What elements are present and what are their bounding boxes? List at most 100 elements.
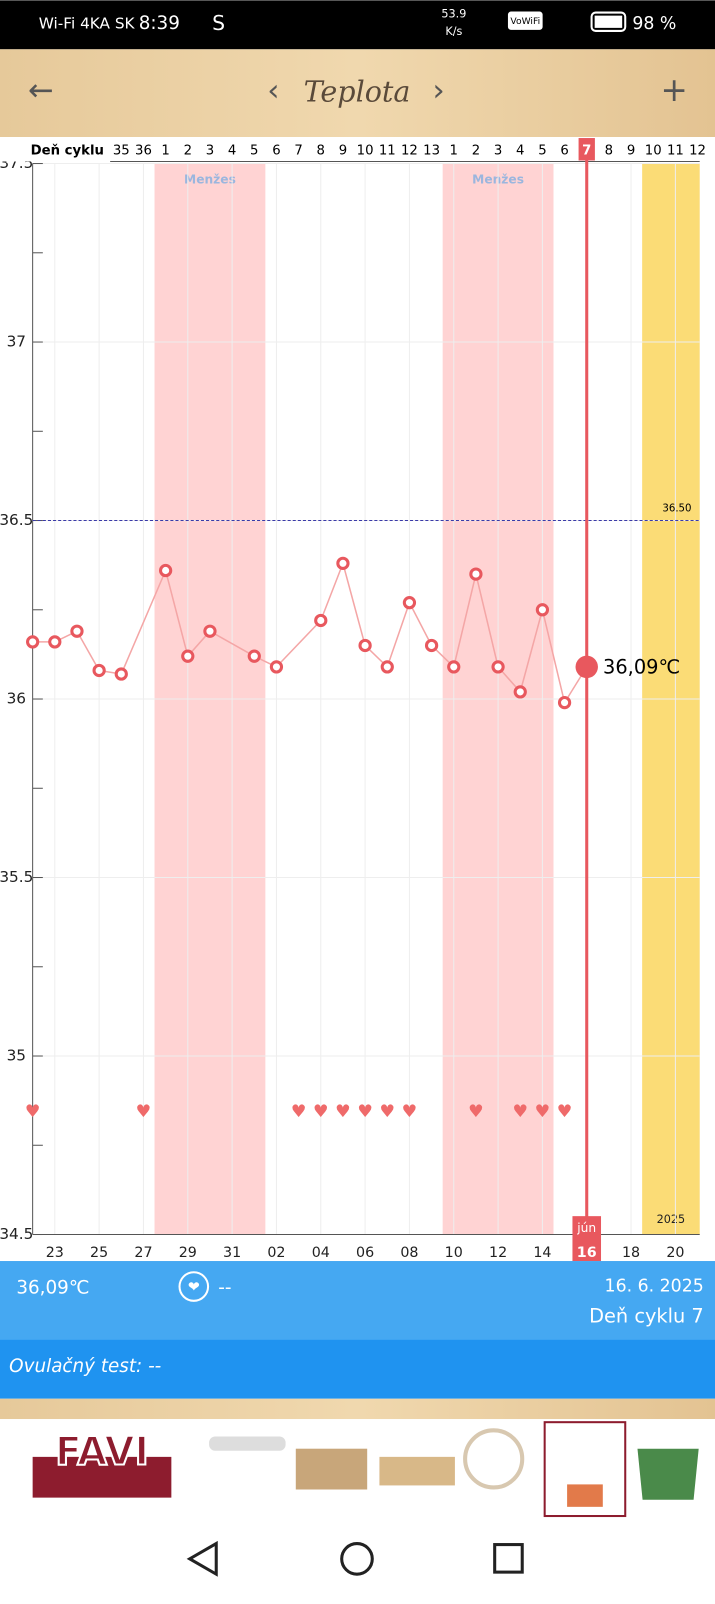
add-button[interactable]: + xyxy=(661,71,688,109)
line-segment xyxy=(475,573,499,668)
point xyxy=(424,638,439,653)
point xyxy=(513,685,527,699)
nav-bar xyxy=(0,1518,715,1600)
point xyxy=(70,624,84,638)
cycle-day: 3 xyxy=(206,143,214,158)
point xyxy=(358,638,372,653)
point xyxy=(491,660,505,674)
x-tick-label: 08 xyxy=(400,1245,418,1261)
header xyxy=(0,49,715,138)
product-garden-swing xyxy=(637,1448,699,1500)
cycle-day: 6 xyxy=(272,143,280,158)
line-segment xyxy=(342,563,366,646)
heart: ♥ xyxy=(291,1102,307,1122)
cycle-day: 10 xyxy=(357,143,374,158)
time: 8:39 xyxy=(139,13,180,34)
favi-logo: FAVI xyxy=(55,1429,149,1474)
cycle-day: 4 xyxy=(516,143,524,158)
heart: ♥ xyxy=(136,1102,152,1122)
cycle-day: 8 xyxy=(605,143,613,158)
next-button[interactable]: › xyxy=(432,74,444,109)
line-segment xyxy=(519,609,544,693)
line-segment xyxy=(275,619,322,668)
prev-button[interactable]: ‹ xyxy=(267,74,279,109)
heart: ♥ xyxy=(357,1102,373,1122)
cycle-day: 11 xyxy=(379,143,396,158)
x-tick-label: 14 xyxy=(533,1245,551,1261)
cycle-day: 8 xyxy=(317,143,325,158)
line-segment xyxy=(541,609,566,703)
point xyxy=(203,624,217,638)
point xyxy=(181,649,195,663)
point xyxy=(402,596,417,610)
heart-glyph: ❤ xyxy=(188,1280,200,1296)
x-tick-label: 10 xyxy=(445,1245,463,1261)
point xyxy=(447,660,461,674)
cycle-day: 12 xyxy=(401,143,418,158)
heart: ♥ xyxy=(468,1102,484,1122)
x-tick-label: 16 xyxy=(577,1245,597,1261)
title: Teplota xyxy=(304,75,411,109)
product-sandbox xyxy=(379,1456,455,1486)
point xyxy=(336,556,350,570)
point xyxy=(469,567,483,581)
carrier: Wi-Fi 4KA SK xyxy=(39,14,136,32)
nav-back[interactable] xyxy=(186,1540,218,1577)
cycle-day: 11 xyxy=(667,143,684,158)
heart-icon[interactable] xyxy=(178,1271,210,1302)
vowifi: VoWiFi xyxy=(510,16,540,27)
info-temp: 36,09℃ xyxy=(16,1278,89,1299)
ovulation-bar xyxy=(0,1339,715,1399)
x-tick-label: 31 xyxy=(223,1245,241,1261)
line-segment xyxy=(164,570,189,657)
point xyxy=(48,635,62,649)
chart: Menžes Menžes202534.53535.53636.53737.536… xyxy=(0,137,715,1262)
point xyxy=(535,603,550,617)
info-cycle: Deň cyklu 7 xyxy=(589,1305,704,1328)
x-tick-label: 29 xyxy=(179,1245,197,1261)
cycle-day: 36 xyxy=(135,143,152,158)
x-tick-label: 23 xyxy=(46,1245,64,1261)
x-tick-label: 06 xyxy=(356,1245,374,1261)
y-tick-label: 34.5 xyxy=(0,1225,33,1243)
point xyxy=(557,695,572,710)
nav-home[interactable] xyxy=(340,1542,374,1576)
line-segment xyxy=(120,570,167,675)
speed-unit: K/s xyxy=(445,25,462,38)
point xyxy=(247,649,261,663)
favi-logo-bg xyxy=(32,1456,172,1498)
info-date: 16. 6. 2025 xyxy=(605,1277,704,1297)
cycle-day: 6 xyxy=(560,143,568,158)
x-tick-label: 20 xyxy=(666,1245,684,1261)
line-segment xyxy=(320,563,344,621)
x-tick-label: 04 xyxy=(312,1245,330,1261)
product-selected xyxy=(543,1421,627,1518)
cycle-day: 5 xyxy=(250,143,258,158)
cycle-day: 3 xyxy=(494,143,502,158)
x-tick-label: 02 xyxy=(267,1245,285,1261)
reference-label: 36.50 xyxy=(662,503,691,514)
cycle-day: 10 xyxy=(645,143,662,158)
line-segment xyxy=(209,630,255,657)
cycle-day: 1 xyxy=(161,143,169,158)
y-tick-label: 36.5 xyxy=(0,511,33,529)
x-tick-label: 25 xyxy=(90,1245,108,1261)
vowifi-box xyxy=(507,11,543,30)
cycle-day: 2 xyxy=(472,143,480,158)
point xyxy=(269,660,284,674)
app-icon: S xyxy=(212,11,225,35)
cycle-day: 9 xyxy=(627,143,635,158)
nav-recents[interactable] xyxy=(493,1543,524,1574)
cycle-day: 5 xyxy=(538,143,546,158)
band-label: Menžes xyxy=(184,172,236,186)
point xyxy=(380,660,394,674)
ovulation-test[interactable]: Ovulačný test: -- xyxy=(9,1356,161,1377)
y-tick-label: 37 xyxy=(7,333,26,351)
cycle-highlight xyxy=(578,138,595,161)
ad-border xyxy=(0,1398,715,1420)
info-sex: -- xyxy=(218,1278,231,1299)
x-tick-label: 18 xyxy=(622,1245,640,1261)
back-button[interactable]: ← xyxy=(28,74,54,109)
